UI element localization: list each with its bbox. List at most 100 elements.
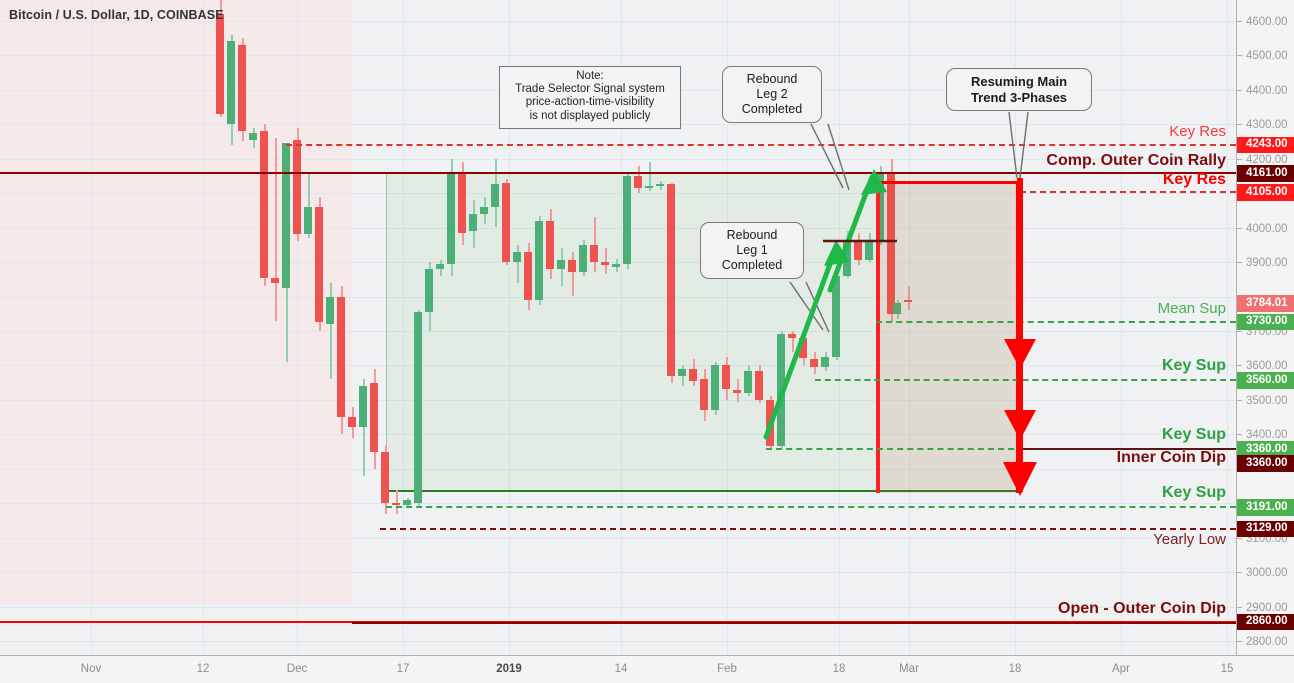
candle-body [744,370,752,393]
time-axis-tick: Mar [899,663,919,675]
candle-body [359,386,367,428]
level-line-key-res-4105 [1020,191,1236,194]
time-axis-tick: 15 [1220,663,1234,675]
gridline-vertical [297,0,298,655]
price-axis-badge: 2860.00 [1237,613,1294,630]
time-axis[interactable]: Nov 12 Dec 17 2019 14 Feb 18 Mar 18 Apr 15 [0,655,1294,683]
level-label: Key Sup [1161,357,1226,375]
level-line-key-sup-3191 [386,506,1236,509]
candle-body [579,244,587,273]
gridline-vertical [509,0,510,655]
candle-body [601,262,609,266]
callout-line: Completed [741,102,803,116]
candle-body [403,499,411,506]
gridline-horizontal [0,20,1236,22]
price-axis-badge: 3730.00 [1237,313,1294,331]
price-axis-badge: 3560.00 [1237,372,1294,389]
gridline-horizontal [0,572,1236,574]
historical-bearish-zone [0,0,352,655]
candle-body [282,143,290,288]
gridline-horizontal [0,399,1236,401]
candle-body [656,184,664,187]
gridline-horizontal [0,158,1236,160]
gridline-horizontal [0,606,1236,608]
level-label: Yearly Low [1153,530,1226,548]
candle-body [447,172,455,264]
candle-body [392,503,400,505]
candle-body [436,263,444,269]
candle-body [216,13,224,114]
candle-body [645,186,653,188]
candle-wick [275,137,277,321]
level-line-inner-coin-dip-3360 [1018,448,1236,451]
gridline-horizontal [0,434,1236,436]
candle-wick [517,244,519,283]
callout-line: Resuming Main [970,74,1068,89]
candle-body [315,206,323,323]
candle-body [733,389,741,393]
candle-body [535,220,543,300]
note-box: Note: Trade Selector Signal system price… [499,66,681,129]
gridline-vertical [203,0,204,655]
note-line-3: price-action-time-visibility [525,96,655,109]
candle-wick [649,162,651,192]
price-axis-tick: 4400.00 [1237,85,1294,98]
level-line-mean-sup-3730 [876,320,1236,323]
candle-body [568,260,576,273]
candle-body [381,451,389,504]
price-axis[interactable]: 4600.00 4500.00 4400.00 4300.00 4200.00 4000.… [1236,0,1294,655]
candle-body [469,213,477,231]
candle-body [491,184,499,207]
time-axis-tick: Dec [286,663,308,675]
candle-body [667,184,675,376]
price-axis-tick: 2800.00 [1237,637,1294,649]
candle-body [458,172,466,233]
level-line-key-sup-3560 [815,379,1236,382]
candle-body [788,334,796,338]
price-axis-tick: 3700.00 [1237,326,1294,339]
candle-body [414,312,422,504]
candle-wick [605,248,607,275]
gridline-vertical [1015,0,1016,655]
candle-body [612,263,620,268]
level-line-key-res-4243 [286,143,1236,146]
candle-body [832,275,840,357]
candle-body [876,174,884,242]
note-line-2: Trade Selector Signal system [515,83,665,96]
callout-line: Leg 1 [736,243,768,257]
level-label: Open - Outer Coin Dip [1058,599,1226,617]
time-axis-tick: 12 [196,663,210,675]
gridline-vertical [621,0,622,655]
candle-body [370,382,378,452]
candle-body [893,303,901,314]
candle-wick [308,172,310,238]
price-axis-tick: 4200.00 [1237,154,1294,167]
candle-wick [330,282,332,380]
level-line-comp-outer-coin-rally-4161 [0,172,1236,174]
level-label: Key Res [1169,122,1226,140]
callout-resuming-main-trend: Resuming Main Trend 3-Phases [946,68,1092,112]
candle-body [326,296,334,325]
price-axis-tick: 4000.00 [1237,223,1294,236]
time-axis-tick: 17 [396,663,410,675]
callout-rebound-leg-2: Rebound Leg 2 Completed [722,66,822,123]
candle-body [502,182,510,262]
candle-body [821,356,829,368]
candle-wick [594,217,596,273]
gridline-horizontal [0,537,1236,539]
level-label: Comp. Outer Coin Rally [1046,152,1226,169]
level-label: Key Res [1162,171,1226,189]
time-axis-tick: Apr [1112,663,1130,675]
candle-wick [908,286,910,311]
level-line-yearly-low-3129 [380,527,1236,530]
price-axis-tick: 4500.00 [1237,51,1294,63]
price-axis-tick: 3400.00 [1237,430,1294,442]
candle-wick [572,251,574,297]
candle-wick [396,489,398,514]
price-axis-badge: 4161.00 [1237,165,1294,182]
price-axis-badge: 3360.00 [1237,455,1294,472]
price-axis-badge: 4105.00 [1237,184,1294,201]
candle-body [623,175,631,264]
candle-body [557,260,565,269]
